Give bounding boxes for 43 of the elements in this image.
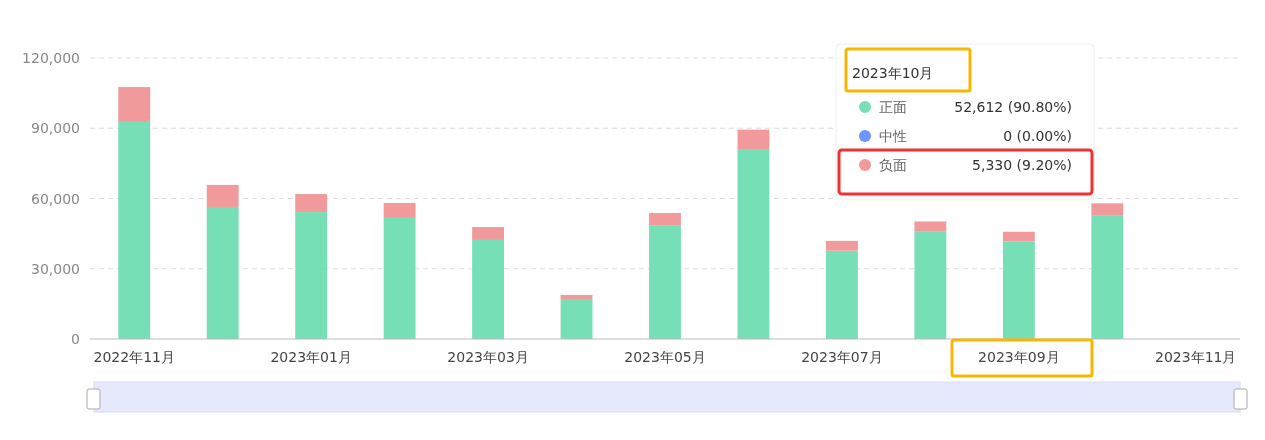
bar (826, 240, 858, 251)
y-tick-label: 0 (71, 331, 80, 347)
bar (914, 221, 947, 232)
bar (1091, 203, 1124, 216)
x-tick-label: 2022年11月 (93, 349, 175, 365)
x-tick-label: 2023年05月 (624, 349, 706, 365)
legend-label: 正面 (879, 99, 907, 115)
y-tick-label: 90,000 (31, 120, 80, 137)
x-tick-label: 2023年09月 (978, 349, 1060, 365)
bar (826, 250, 858, 339)
annotation: 5,330 (9.20%) (972, 157, 1072, 173)
y-tick-label: 30,000 (31, 260, 80, 277)
legend-label: 负面 (879, 157, 907, 173)
annotation: 2023年10月 (852, 65, 934, 81)
bar (1002, 231, 1035, 242)
bar (560, 294, 593, 299)
bar (295, 212, 328, 339)
x-tick-label: 2023年07月 (801, 349, 883, 365)
bar (1091, 215, 1124, 339)
x-tick-label: 2023年01月 (270, 349, 352, 365)
bar (383, 202, 416, 218)
bar (737, 149, 770, 339)
bar (118, 87, 151, 122)
bar (118, 121, 151, 339)
bar (472, 227, 504, 240)
bar (914, 231, 947, 339)
bar (383, 217, 416, 339)
x-tick-label: 2023年11月 (1155, 349, 1237, 365)
annotation: 52,612 (90.80%) (954, 99, 1072, 115)
bar (649, 225, 681, 339)
x-tick-label: 2023年03月 (447, 349, 529, 365)
annotation: 0 (0.00%) (1003, 128, 1072, 144)
y-tick-label: 120,000 (22, 50, 80, 66)
bar (737, 129, 770, 150)
bar (206, 184, 239, 207)
bar (649, 213, 681, 226)
legend-label: 中性 (879, 128, 907, 144)
bar (206, 206, 239, 339)
bar (295, 194, 328, 213)
bar (560, 298, 593, 339)
y-tick-label: 60,000 (31, 190, 80, 207)
bar (1002, 241, 1035, 339)
bar (472, 239, 504, 339)
